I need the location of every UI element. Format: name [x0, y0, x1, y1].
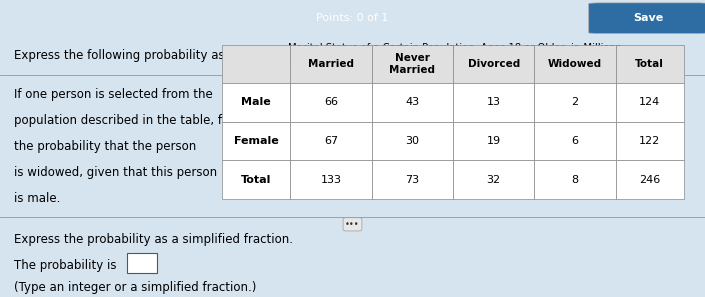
- Text: Express the probability as a simplified fraction.: Express the probability as a simplified …: [14, 233, 293, 246]
- FancyBboxPatch shape: [127, 253, 157, 274]
- Text: the probability that the person: the probability that the person: [14, 140, 197, 153]
- Text: (Type an integer or a simplified fraction.): (Type an integer or a simplified fractio…: [14, 281, 257, 294]
- Text: is widowed, given that this person: is widowed, given that this person: [14, 166, 217, 179]
- Text: population described in the table, find: population described in the table, find: [14, 114, 240, 127]
- Text: If one person is selected from the: If one person is selected from the: [14, 88, 213, 101]
- Text: Points: 0 of 1: Points: 0 of 1: [317, 13, 388, 23]
- Text: •••: •••: [345, 220, 360, 229]
- Text: Express the following probability as a simplified fraction and as a decimal.: Express the following probability as a s…: [14, 49, 455, 62]
- Text: Save: Save: [634, 13, 663, 23]
- Text: Marital Status of a Certain Population, Ages 18 or Older, in Millions: Marital Status of a Certain Population, …: [288, 43, 621, 53]
- FancyBboxPatch shape: [589, 3, 705, 34]
- Text: The probability is: The probability is: [14, 259, 116, 272]
- Text: is male.: is male.: [14, 192, 61, 206]
